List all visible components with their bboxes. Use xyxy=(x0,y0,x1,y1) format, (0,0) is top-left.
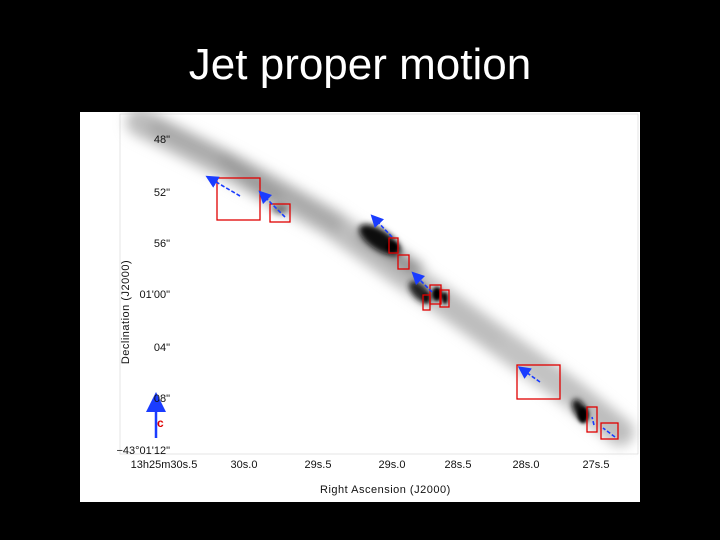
x-tick-label: 28s.5 xyxy=(444,459,472,471)
x-tick-label: 29s.5 xyxy=(304,459,332,471)
motion-arrow xyxy=(602,427,616,438)
y-tick-label: 52" xyxy=(153,187,170,199)
y-tick-label: −43°01'12" xyxy=(116,445,170,457)
jet-image xyxy=(119,112,639,455)
y-tick-label: 08" xyxy=(153,393,170,405)
y-tick-label: 56" xyxy=(153,238,170,250)
motion-box xyxy=(516,364,561,400)
x-tick-label: 27s.5 xyxy=(582,459,610,471)
motion-box xyxy=(388,237,399,254)
x-tick-label: 28s.0 xyxy=(512,459,540,471)
motion-box xyxy=(422,294,431,311)
motion-boxes xyxy=(216,177,619,440)
x-tick-label: 30s.0 xyxy=(230,459,258,471)
x-tick-label: 13h25m30s.5 xyxy=(130,459,198,471)
y-tick-label: 01'00" xyxy=(139,289,170,301)
y-tick-label: 04" xyxy=(153,342,170,354)
motion-arrows xyxy=(205,175,616,438)
x-tick-label: 29s.0 xyxy=(378,459,406,471)
x-axis-label: Right Ascension (J2000) xyxy=(320,484,451,496)
motion-arrow xyxy=(517,366,541,383)
motion-box xyxy=(586,406,598,433)
motion-box xyxy=(600,422,619,440)
y-tick-label: 48" xyxy=(153,134,170,146)
jet-image-panel: 48" 52" 56" 01'00" 04" 08" −43°01'12" 13… xyxy=(80,112,640,502)
y-axis-label: Declination (J2000) xyxy=(120,259,133,365)
page-title: Jet proper motion xyxy=(188,40,532,89)
motion-arrow xyxy=(258,190,286,218)
motion-box xyxy=(439,289,450,308)
motion-arrow xyxy=(370,214,393,238)
motion-arrow xyxy=(591,416,595,426)
scale-label: c xyxy=(157,416,164,430)
motion-box xyxy=(397,254,410,270)
motion-box xyxy=(269,203,291,223)
motion-arrow xyxy=(411,271,433,293)
